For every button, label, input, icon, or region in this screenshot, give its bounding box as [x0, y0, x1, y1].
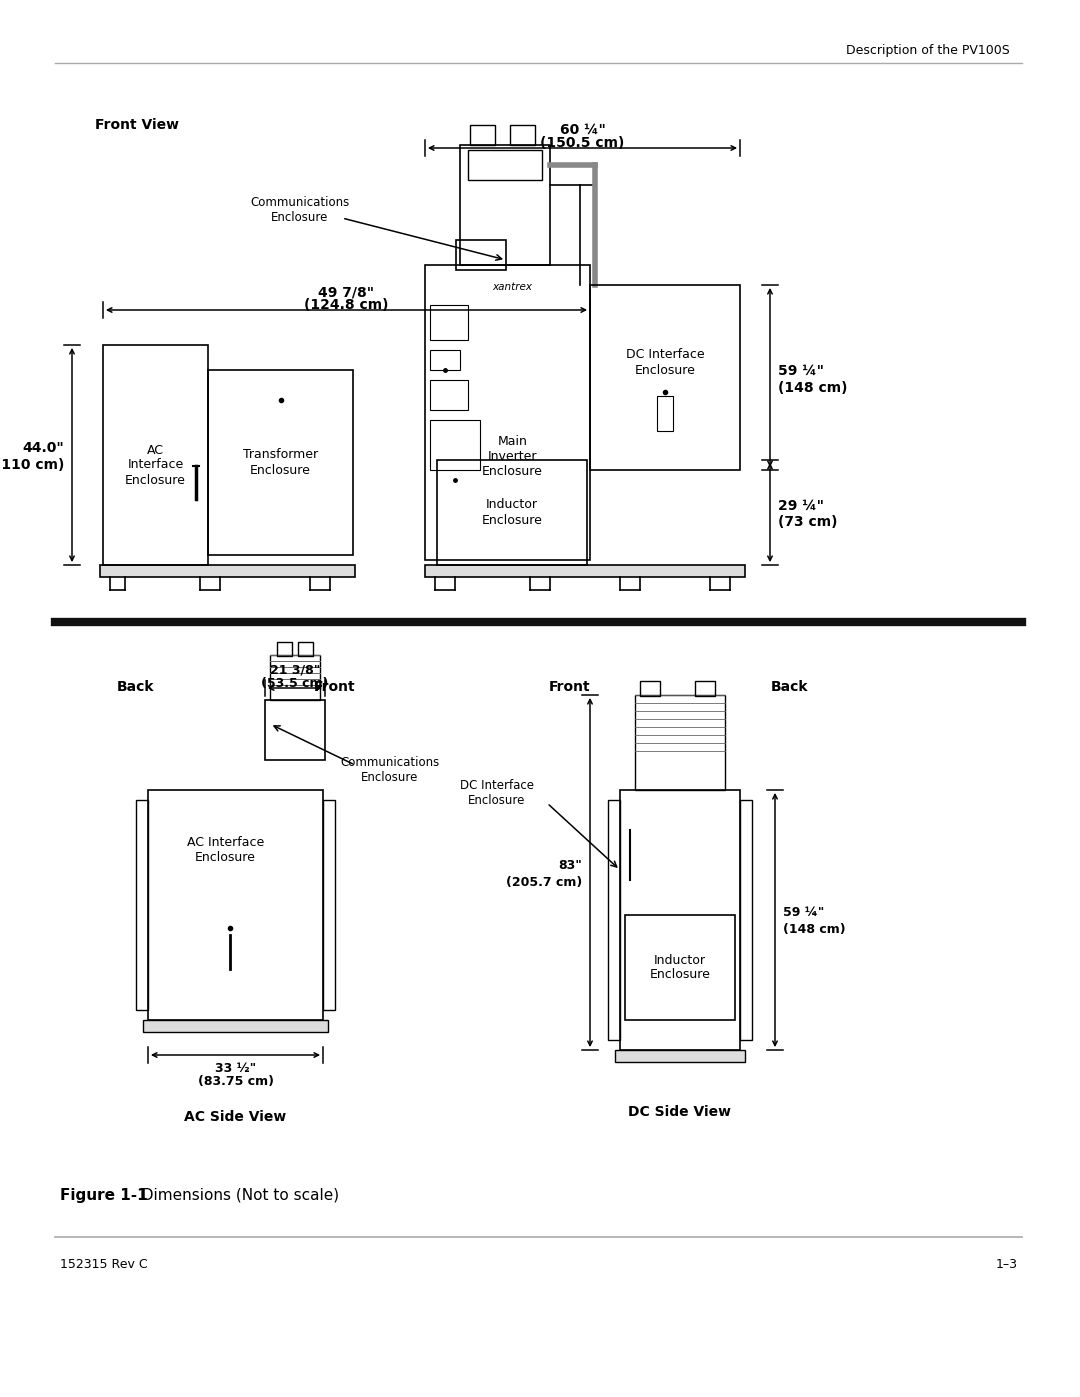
Bar [460, 145, 550, 265]
Bar [208, 370, 353, 555]
Bar [456, 240, 507, 270]
Text: 83": 83" [558, 859, 582, 872]
Bar [620, 789, 740, 1051]
Text: 59 ¼": 59 ¼" [783, 907, 824, 919]
Bar [430, 305, 468, 339]
Text: Communications
Enclosure: Communications Enclosure [251, 196, 350, 224]
Bar [635, 694, 725, 789]
Text: Dimensions (Not to scale): Dimensions (Not to scale) [132, 1187, 339, 1203]
Text: DC Interface
Enclosure: DC Interface Enclosure [625, 348, 704, 377]
Bar [265, 700, 325, 760]
Text: Inductor
Enclosure: Inductor Enclosure [649, 954, 711, 982]
Text: Back: Back [117, 680, 153, 694]
Text: (148 cm): (148 cm) [778, 380, 848, 394]
Text: Back: Back [771, 680, 809, 694]
Bar [323, 800, 335, 1010]
Bar [615, 1051, 745, 1062]
Text: (110 cm): (110 cm) [0, 458, 64, 472]
Bar [510, 124, 535, 145]
Bar [426, 265, 590, 560]
Text: DC Side View: DC Side View [629, 1105, 731, 1119]
Bar [143, 1020, 328, 1032]
Bar [740, 800, 752, 1039]
Text: Front: Front [314, 680, 355, 694]
Text: Front: Front [550, 680, 591, 694]
Bar [136, 800, 148, 1010]
Text: Description of the PV100S: Description of the PV100S [847, 43, 1010, 57]
Text: DC Interface
Enclosure: DC Interface Enclosure [460, 780, 534, 807]
Text: Communications
Enclosure: Communications Enclosure [340, 756, 440, 784]
Bar [468, 149, 542, 180]
Text: 59 ¼": 59 ¼" [778, 363, 824, 377]
Bar [470, 124, 495, 145]
Bar [430, 380, 468, 409]
Text: (83.75 cm): (83.75 cm) [198, 1076, 273, 1088]
Text: 29 ¼": 29 ¼" [778, 499, 824, 513]
Bar [437, 460, 588, 564]
Text: Transformer
Enclosure: Transformer Enclosure [243, 448, 319, 476]
Bar [100, 564, 355, 577]
Text: AC Interface
Enclosure: AC Interface Enclosure [187, 835, 265, 863]
Text: 49 7/8": 49 7/8" [319, 285, 375, 299]
Text: 152315 Rev C: 152315 Rev C [60, 1259, 148, 1271]
Text: (124.8 cm): (124.8 cm) [305, 298, 389, 312]
Bar [430, 351, 460, 370]
Text: (205.7 cm): (205.7 cm) [505, 876, 582, 888]
Text: (150.5 cm): (150.5 cm) [540, 136, 624, 149]
Bar [696, 680, 715, 696]
Text: (148 cm): (148 cm) [783, 923, 846, 936]
Bar [430, 420, 480, 469]
Bar [608, 800, 620, 1039]
Text: 1–3: 1–3 [996, 1259, 1018, 1271]
Text: (73 cm): (73 cm) [778, 515, 837, 529]
Bar [640, 680, 660, 696]
Bar [625, 915, 735, 1020]
Text: Main
Inverter
Enclosure: Main Inverter Enclosure [482, 436, 543, 478]
Bar [148, 789, 323, 1020]
Bar [590, 285, 740, 469]
Bar [426, 564, 745, 577]
Bar [657, 395, 673, 432]
Text: 21 3/8": 21 3/8" [270, 664, 320, 676]
Bar [298, 643, 313, 657]
Text: 60 ¼": 60 ¼" [559, 123, 606, 137]
Text: AC Side View: AC Side View [185, 1111, 286, 1125]
Text: Inductor
Enclosure: Inductor Enclosure [482, 499, 542, 527]
Text: Front View: Front View [95, 117, 179, 131]
Bar [270, 655, 320, 700]
Text: 33 ½": 33 ½" [215, 1063, 256, 1076]
Text: Figure 1-1: Figure 1-1 [60, 1187, 148, 1203]
Bar [103, 345, 208, 564]
Text: xantrex: xantrex [492, 282, 532, 292]
Text: (53.5 cm): (53.5 cm) [261, 676, 328, 690]
Text: AC
Interface
Enclosure: AC Interface Enclosure [125, 443, 186, 486]
Bar [276, 643, 292, 657]
Text: 44.0": 44.0" [23, 441, 64, 455]
